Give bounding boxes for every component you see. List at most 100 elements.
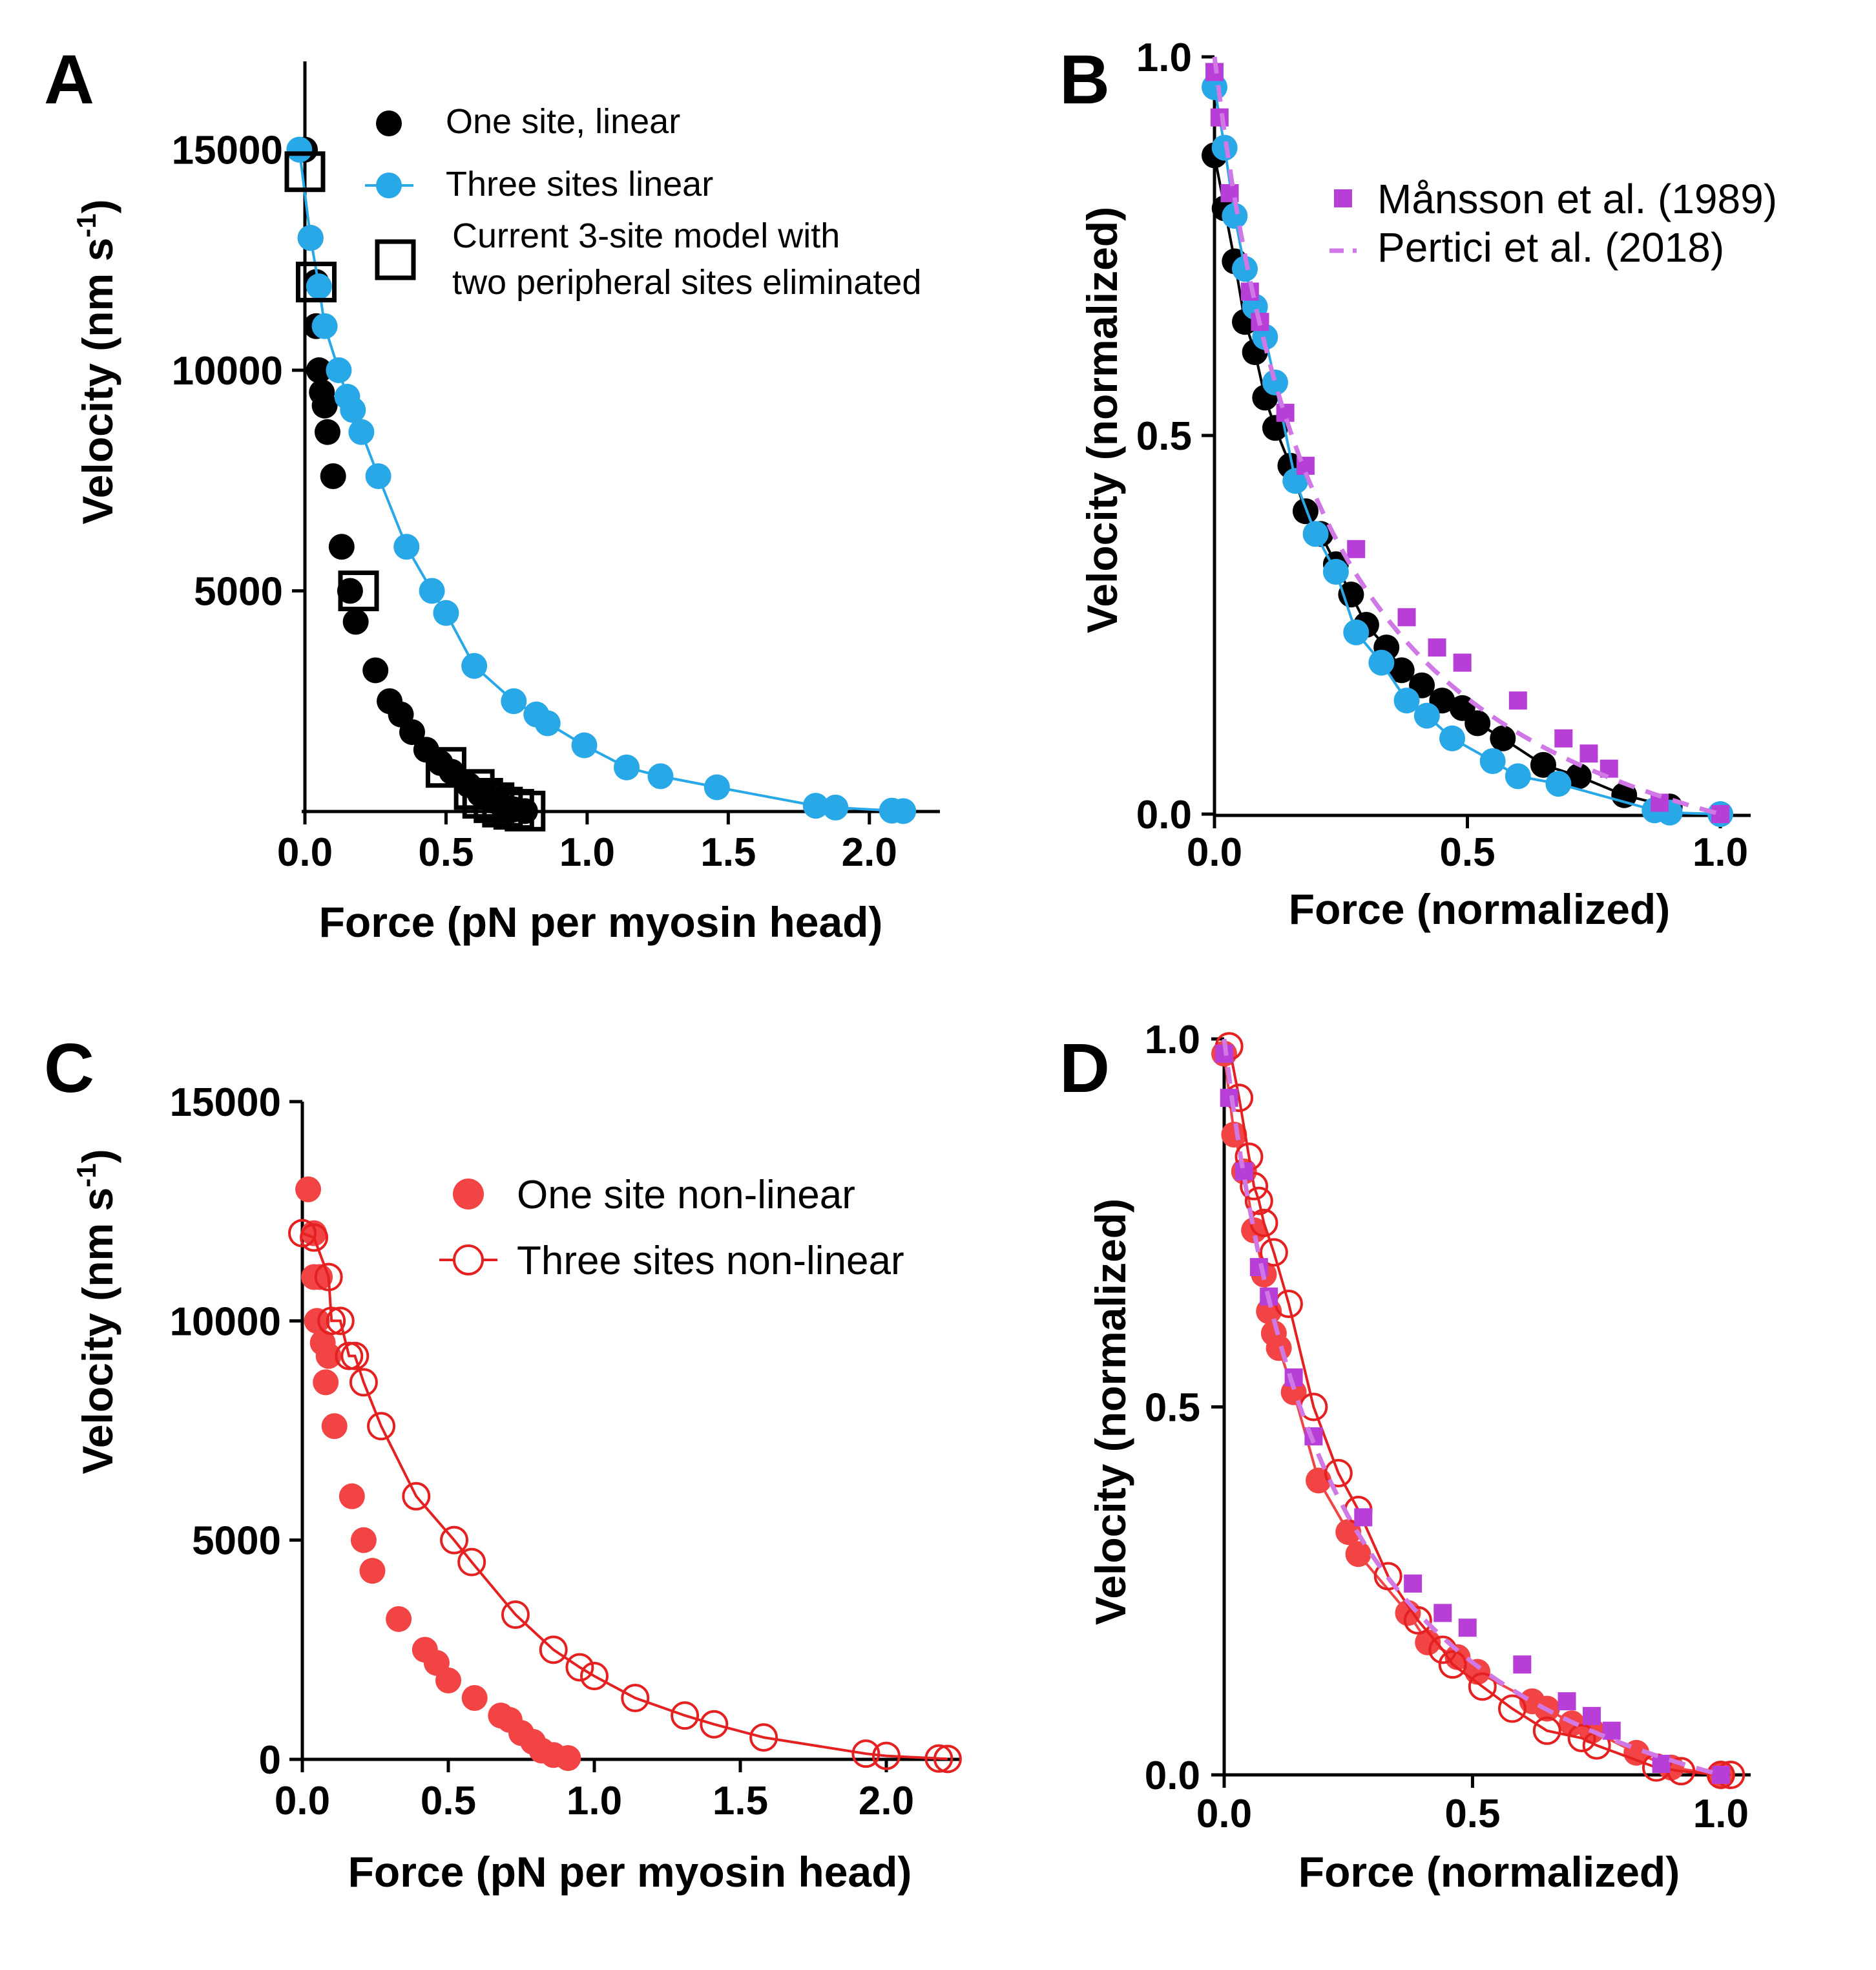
x-tick-label: 0.0 (1196, 1792, 1252, 1836)
data-point (284, 151, 326, 193)
data-point (1231, 256, 1258, 282)
y-tick-label: 5000 (194, 570, 283, 614)
panel-b: 0.0 0.5 1.0 0.0 0.5 1.0 Force (normalized) Velo… (1078, 36, 1777, 933)
data-point (339, 1483, 365, 1509)
pertici-dashed-line (1212, 56, 1721, 817)
x-tick-label: 0.0 (1187, 830, 1242, 875)
y-axis-label-close: ) (74, 1149, 121, 1163)
data-point (311, 392, 338, 419)
x-tick-label: 1.0 (567, 1779, 622, 1823)
panel-d: 0.0 0.5 1.0 0.0 0.5 1.0 Force (normalized) Velo… (1087, 1018, 1751, 1896)
data-point (1343, 619, 1370, 645)
data-point (1259, 1238, 1288, 1267)
data-point (295, 1176, 322, 1202)
data-point (614, 754, 640, 781)
data-point (362, 657, 389, 684)
x-axis-label: Force (pN per myosin head) (348, 1848, 912, 1896)
data-point (1711, 1766, 1730, 1784)
series-one-site-non-linear (295, 1176, 581, 1771)
data-point (1433, 1604, 1452, 1622)
panel-letter-b: B (1059, 40, 1110, 118)
legend: Månsson et al. (1989)Pertici et al. (201… (1329, 176, 1777, 271)
data-point (1479, 748, 1506, 774)
panel-c: 0 5000 10000 15000 0.0 0.5 1.0 1.5 2.0 Force (pN … (71, 1080, 962, 1896)
data-point (350, 1527, 377, 1553)
data-point (288, 1219, 317, 1248)
y-axis-label-main: Velocity (nm s (74, 1188, 121, 1474)
data-point (1508, 691, 1527, 710)
data-point (890, 798, 917, 824)
data-point (425, 747, 466, 788)
data-point (1210, 108, 1229, 127)
data-point (700, 1710, 729, 1739)
legend-marker-mansson (1334, 189, 1352, 207)
y-tick-label: 15000 (170, 1080, 281, 1125)
legend: One site, linear Three sites linear Curren… (365, 102, 921, 302)
data-point (1602, 1721, 1621, 1740)
y-axis-label: Velocity (normalized) (1078, 207, 1126, 633)
data-point (440, 1525, 469, 1555)
data-point (1458, 1619, 1477, 1637)
data-point (399, 719, 426, 746)
data-point (1513, 1655, 1532, 1674)
y-tick-label: 1.0 (1136, 36, 1192, 80)
x-tick-label: 1.5 (700, 830, 756, 875)
data-point (1322, 558, 1349, 585)
data-point (1611, 782, 1638, 808)
data-point (317, 1306, 346, 1336)
data-point (1404, 1574, 1423, 1593)
x-tick-label: 2.0 (842, 830, 897, 875)
data-point (386, 1606, 412, 1632)
data-point (1221, 1122, 1247, 1148)
legend-label: Three sites non-linear (517, 1239, 904, 1283)
data-point (1582, 1706, 1601, 1725)
data-point (313, 1369, 339, 1396)
series-three-sites-non-linear (288, 1219, 962, 1774)
data-point (402, 1482, 431, 1511)
data-point (1324, 1459, 1353, 1488)
data-point (933, 1745, 962, 1774)
legend-label: Three sites linear (446, 165, 713, 204)
data-point (311, 313, 338, 339)
data-point (1438, 1650, 1467, 1679)
x-tick-label: 0.5 (421, 1779, 476, 1823)
data-point (565, 1653, 594, 1682)
data-point (1354, 1508, 1373, 1527)
data-point (365, 463, 391, 489)
data-point (1415, 1629, 1441, 1655)
data-point (1388, 657, 1415, 684)
data-point (1413, 702, 1440, 729)
y-tick-label: 0.0 (1145, 1754, 1200, 1798)
data-point (704, 774, 730, 801)
data-point (314, 419, 340, 445)
data-point (1464, 710, 1491, 737)
y-tick-label: 0.5 (1136, 414, 1192, 459)
panel-a: 5000 10000 15000 0.0 0.5 1.0 1.5 2.0 Force (pN p… (71, 61, 940, 946)
data-point (1579, 744, 1598, 763)
series-three-sites-linear (286, 136, 917, 824)
panel-letter-d: D (1059, 1029, 1110, 1107)
data-point (555, 1745, 581, 1771)
data-point (1262, 369, 1288, 395)
x-axis-label: Force (normalized) (1289, 885, 1670, 933)
data-point (326, 357, 352, 384)
data-point (1302, 521, 1329, 547)
data-point (340, 397, 366, 423)
data-point (1530, 751, 1556, 778)
data-point (349, 1368, 378, 1397)
data-point (501, 1600, 530, 1629)
legend: One site non-linear Three sites non-linea… (439, 1173, 904, 1283)
x-tick-label: 1.5 (713, 1779, 768, 1823)
data-point (359, 1558, 386, 1584)
data-point (1468, 1672, 1497, 1701)
data-point (580, 1662, 609, 1691)
y-tick-label: 1.0 (1145, 1018, 1200, 1062)
x-tick-label: 1.0 (559, 830, 615, 875)
legend-label: One site non-linear (517, 1173, 855, 1217)
data-point (822, 794, 849, 821)
data-point (348, 419, 375, 445)
y-tick-label: 10000 (170, 1299, 281, 1344)
x-tick-label: 0.0 (277, 830, 333, 875)
data-point (314, 1263, 343, 1292)
